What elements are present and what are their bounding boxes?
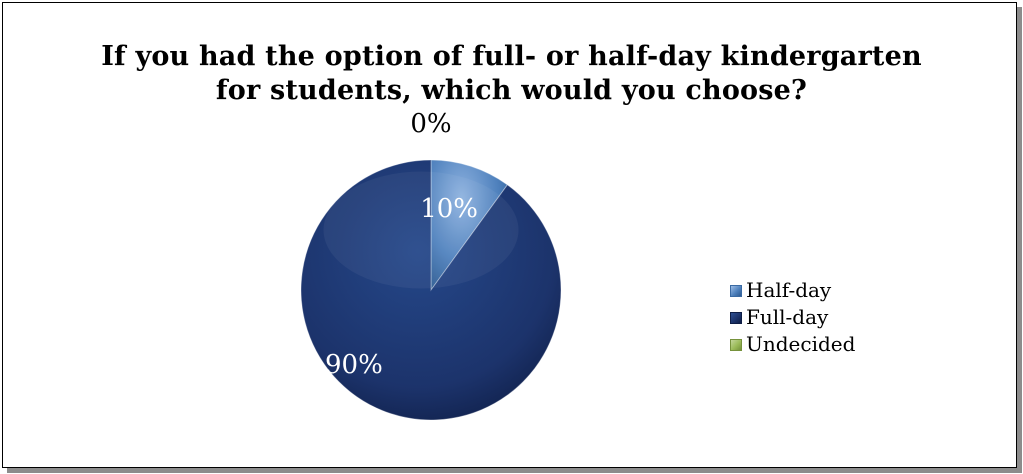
pie-slice-half-day xyxy=(430,159,509,292)
legend-label-full-day: Full-day xyxy=(746,305,829,329)
legend-label-half-day: Half-day xyxy=(746,278,832,302)
chart-legend: Half-day Full-day Undecided xyxy=(730,277,855,358)
chart-title-line-2: for students, which would you choose? xyxy=(215,75,808,106)
legend-swatch-full-day xyxy=(730,311,742,324)
data-label-full-day: 90% xyxy=(325,350,383,380)
chart-title: If you had the option of full- or half-d… xyxy=(0,40,1023,108)
legend-swatch-undecided xyxy=(730,338,742,351)
legend-item-undecided: Undecided xyxy=(730,331,855,358)
legend-item-half-day: Half-day xyxy=(730,277,855,304)
chart-title-line-1: If you had the option of full- or half-d… xyxy=(101,41,922,72)
legend-swatch-half-day xyxy=(730,284,742,297)
pie-highlight xyxy=(323,171,519,289)
legend-item-full-day: Full-day xyxy=(730,304,855,331)
data-label-undecided: 0% xyxy=(410,109,451,139)
pie-slice-full-day xyxy=(300,159,562,421)
data-label-half-day: 10% xyxy=(420,194,478,224)
legend-label-undecided: Undecided xyxy=(746,332,856,356)
